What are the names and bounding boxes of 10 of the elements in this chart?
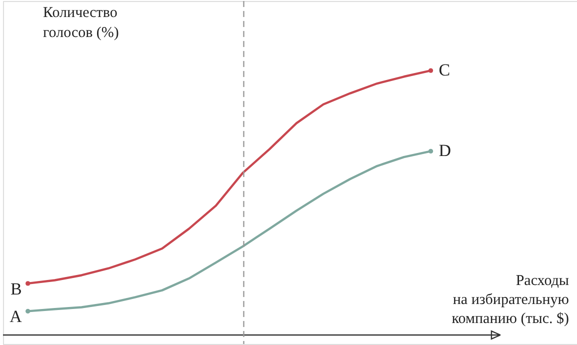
y-axis-title: Количество голосов (%): [43, 5, 119, 41]
x-axis-title: Расходы на избирательную компанию (тыс. $): [452, 273, 569, 327]
point: [428, 148, 434, 154]
annotation: D: [438, 141, 452, 160]
annotation: B: [10, 279, 22, 298]
point: [26, 308, 30, 314]
point: [428, 68, 434, 73]
annotation: C: [438, 60, 450, 80]
annotation: A: [10, 307, 23, 326]
point: [26, 281, 30, 286]
